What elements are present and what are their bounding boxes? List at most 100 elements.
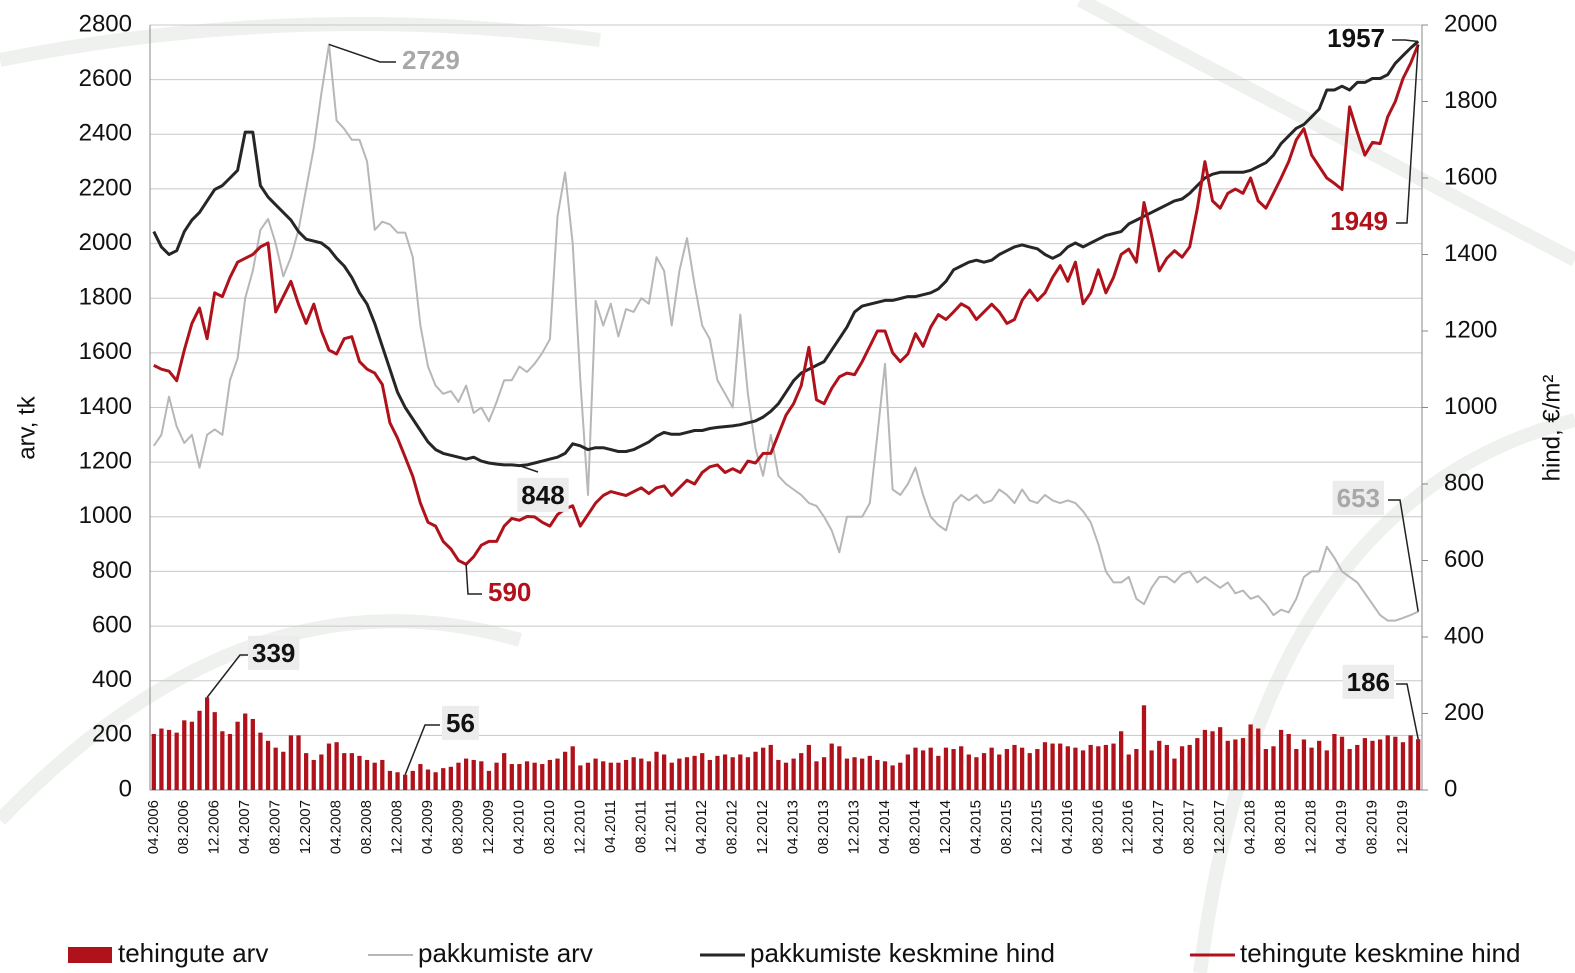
y2-tick-label: 2000 [1444, 10, 1497, 37]
bar [418, 764, 423, 790]
y2-tick-label: 1000 [1444, 393, 1497, 420]
bar [265, 740, 271, 790]
line-series [153, 43, 1420, 566]
bar [1324, 750, 1329, 790]
bar [722, 754, 728, 790]
annotation: 56 [446, 708, 475, 738]
y-tick-label: 400 [92, 666, 132, 693]
annotation: 590 [488, 577, 531, 607]
x-tick-label: 12.2007 [297, 800, 314, 854]
bar [555, 758, 560, 790]
bar [1233, 739, 1238, 790]
bar [159, 728, 164, 790]
y-tick-label: 0 [119, 775, 132, 802]
bar [761, 747, 766, 790]
bar [966, 754, 971, 790]
x-tick-label: 04.2011 [602, 800, 619, 853]
legend-label: pakkumiste arv [418, 938, 593, 968]
y-tick-label: 1400 [79, 393, 132, 420]
x-tick-label: 12.2016 [1120, 800, 1137, 854]
annotation-background [1342, 664, 1394, 699]
y-tick-label: 1600 [79, 338, 132, 365]
bar [334, 742, 339, 790]
bar [738, 754, 743, 790]
bar [981, 753, 987, 790]
bar [395, 772, 400, 790]
y-tick-label: 2000 [79, 229, 132, 256]
x-tick-label: 08.2007 [267, 800, 284, 854]
bar [700, 753, 705, 790]
bar [1187, 744, 1192, 790]
bar [989, 747, 994, 790]
bar [250, 718, 255, 790]
bar [357, 755, 362, 790]
bar [349, 753, 354, 790]
y-tick-label: 1000 [79, 502, 132, 529]
bar [319, 754, 324, 790]
bar [799, 753, 804, 790]
bar [288, 735, 294, 790]
bar [844, 758, 850, 790]
bar [441, 768, 446, 790]
bar [1332, 733, 1337, 790]
bar [753, 751, 758, 790]
x-tick-label: 12.2019 [1394, 800, 1411, 854]
bar [486, 770, 492, 790]
legend-swatch [68, 947, 112, 963]
bar [1103, 744, 1109, 790]
bar [776, 759, 781, 790]
annotation: 1949 [1330, 206, 1388, 236]
x-tick-label: 08.2017 [1181, 800, 1198, 854]
bar [692, 755, 697, 790]
bar [1134, 749, 1139, 790]
bar [189, 721, 195, 790]
bar [936, 755, 941, 790]
y2-tick-label: 1200 [1444, 316, 1497, 343]
x-tick-label: 12.2006 [206, 800, 223, 854]
y-tick-label: 2400 [79, 120, 132, 147]
bar [273, 747, 278, 790]
bar [875, 759, 880, 790]
x-tick-label: 04.2018 [1242, 800, 1259, 854]
bar [433, 772, 438, 790]
bar [235, 721, 240, 790]
x-tick-label: 12.2014 [937, 800, 954, 854]
x-tick-label: 12.2011 [663, 800, 680, 853]
bar [852, 757, 857, 790]
bar [1301, 739, 1307, 790]
bar [829, 743, 834, 790]
x-tick-label: 12.2018 [1303, 800, 1320, 854]
bar [1088, 744, 1093, 790]
bar [243, 713, 248, 790]
bar [540, 764, 545, 790]
bar [258, 732, 263, 790]
bar [166, 729, 172, 790]
y2-axis-label: hind, €/m² [1538, 375, 1565, 482]
annotation-leader [519, 464, 539, 473]
bar [913, 747, 918, 790]
y2-tick-label: 1800 [1444, 87, 1497, 114]
bar [204, 697, 210, 790]
bar [593, 758, 598, 790]
bar [1012, 744, 1017, 790]
annotation-leader [328, 43, 396, 63]
annotation-leader [1392, 39, 1419, 43]
bar [1195, 738, 1200, 790]
annotation-background [442, 705, 479, 740]
bar [463, 758, 469, 790]
bar [1240, 738, 1246, 790]
annotation-background [248, 635, 300, 670]
bar [1080, 750, 1086, 790]
bar [1035, 749, 1040, 790]
bar [502, 753, 507, 790]
bar [212, 712, 217, 790]
bar [494, 762, 499, 790]
annotation-leader [206, 654, 248, 698]
bar [1004, 749, 1010, 790]
x-tick-label: 08.2011 [632, 800, 649, 853]
bar [601, 761, 606, 790]
bar [1377, 739, 1383, 790]
bar [174, 732, 179, 790]
y-tick-label: 200 [92, 721, 132, 748]
